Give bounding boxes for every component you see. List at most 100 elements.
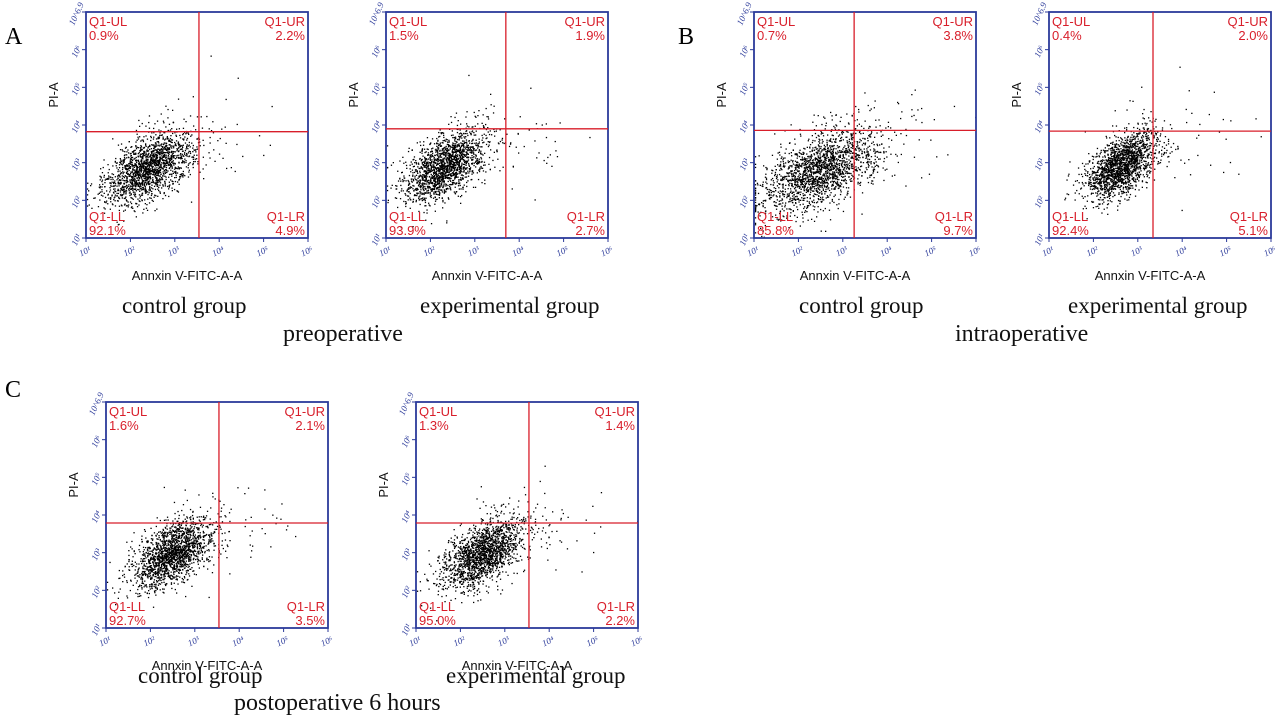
scatter-point	[455, 112, 458, 114]
scatter-point	[802, 153, 804, 155]
scatter-point	[193, 161, 195, 163]
scatter-point	[146, 209, 149, 211]
scatter-point	[826, 157, 828, 159]
scatter-point	[125, 186, 127, 188]
scatter-point	[136, 165, 138, 168]
scatter-point	[825, 173, 828, 175]
scatter-point	[789, 208, 791, 210]
scatter-point	[825, 157, 827, 160]
scatter-point	[462, 171, 464, 173]
scatter-point	[409, 207, 411, 209]
scatter-point	[858, 148, 860, 150]
scatter-point	[455, 148, 458, 151]
scatter-point	[419, 172, 421, 174]
scatter-point	[108, 197, 110, 199]
scatter-point	[778, 173, 781, 176]
scatter-point	[176, 172, 179, 174]
scatter-point	[842, 172, 844, 174]
scatter-point	[112, 181, 115, 183]
scatter-point	[101, 191, 103, 193]
scatter-point	[762, 183, 764, 186]
scatter-point	[437, 163, 439, 165]
scatter-point	[425, 219, 427, 221]
scatter-point	[127, 165, 129, 167]
scatter-point	[125, 182, 127, 184]
scatter-point	[826, 141, 828, 143]
scatter-point	[443, 164, 445, 166]
scatter-point	[481, 182, 483, 184]
scatter-point	[437, 194, 439, 196]
scatter-point	[93, 197, 95, 199]
scatter-point	[159, 149, 161, 152]
scatter-point	[416, 179, 418, 181]
scatter-point	[454, 159, 456, 161]
scatter-point	[401, 172, 403, 174]
scatter-point	[193, 154, 195, 156]
scatter-point	[491, 134, 493, 136]
scatter-point	[760, 227, 762, 229]
scatter-point	[433, 166, 435, 168]
scatter-point	[423, 189, 425, 192]
scatter-point	[135, 190, 137, 192]
scatter-point	[447, 197, 449, 199]
scatter-point	[120, 195, 122, 197]
scatter-point	[158, 189, 160, 192]
scatter-point	[816, 189, 818, 191]
scatter-point	[838, 171, 840, 174]
scatter-point	[868, 158, 871, 161]
scatter-point	[143, 173, 146, 176]
y-tick-label: 10²	[369, 194, 383, 209]
scatter-point	[138, 147, 140, 149]
scatter-point	[846, 136, 848, 138]
scatter-point	[894, 174, 896, 176]
scatter-point	[429, 156, 431, 159]
scatter-point	[810, 154, 813, 156]
scatter-point	[160, 113, 162, 115]
scatter-point	[804, 211, 806, 213]
scatter-point	[153, 147, 155, 149]
scatter-point	[845, 171, 847, 173]
scatter-point	[178, 179, 180, 181]
scatter-point	[147, 168, 149, 170]
scatter-point	[838, 198, 840, 201]
y-tick-label: 10¹	[69, 232, 83, 247]
scatter-point	[830, 151, 832, 154]
scatter-point	[193, 149, 195, 151]
scatter-point	[763, 165, 765, 167]
scatter-point	[878, 119, 880, 121]
scatter-point	[468, 172, 470, 174]
scatter-point	[821, 164, 823, 166]
scatter-point	[226, 167, 228, 170]
scatter-point	[813, 201, 815, 204]
scatter-point	[487, 118, 490, 120]
scatter-point	[169, 160, 171, 162]
scatter-point	[848, 167, 850, 170]
scatter-point	[117, 170, 119, 173]
scatter-point	[114, 188, 116, 190]
scatter-point	[814, 181, 816, 183]
scatter-point	[103, 176, 105, 178]
scatter-point	[867, 153, 869, 155]
scatter-point	[147, 181, 149, 183]
scatter-point	[128, 152, 130, 154]
scatter-point	[178, 167, 180, 169]
scatter-point	[456, 150, 458, 152]
scatter-point	[472, 126, 474, 128]
scatter-point	[419, 157, 421, 160]
scatter-dots	[386, 74, 591, 229]
scatter-point	[836, 165, 838, 168]
scatter-point	[187, 176, 190, 178]
scatter-point	[412, 184, 414, 187]
scatter-point	[141, 200, 143, 202]
scatter-point	[824, 185, 826, 187]
scatter-point	[192, 151, 194, 153]
scatter-point	[137, 138, 140, 140]
scatter-point	[140, 163, 143, 165]
scatter-point	[129, 185, 132, 187]
scatter-point	[168, 176, 170, 178]
scatter-point	[139, 150, 141, 152]
scatter-point	[133, 152, 135, 154]
scatter-point	[801, 183, 803, 185]
scatter-point	[506, 133, 508, 135]
scatter-point	[126, 154, 128, 156]
